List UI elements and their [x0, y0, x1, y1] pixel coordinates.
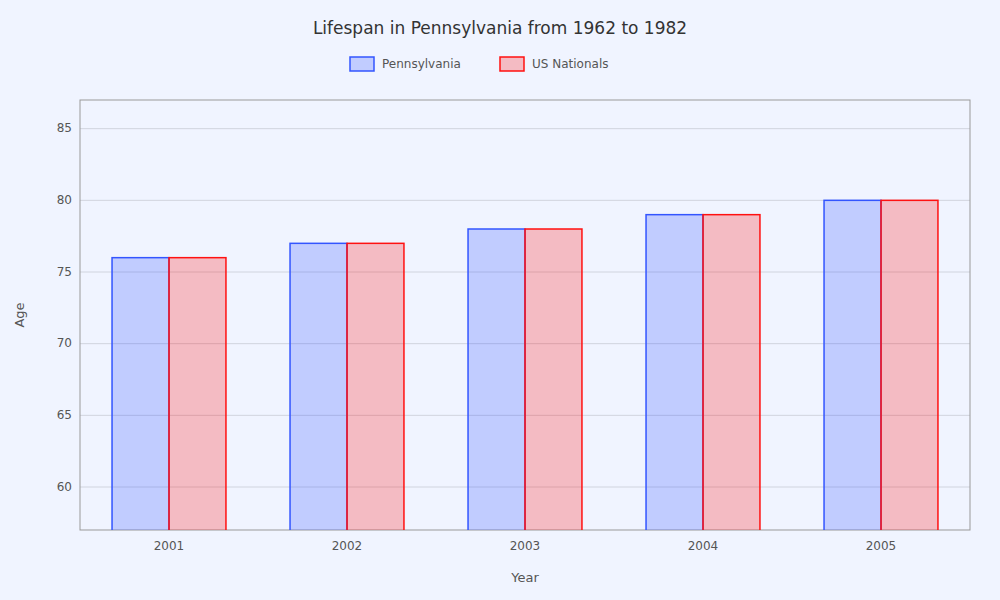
bar	[525, 229, 582, 530]
legend-label: US Nationals	[532, 57, 608, 71]
y-tick-label: 65	[57, 408, 72, 422]
chart-svg: 60 65 70 75 80 85 2001 2002 2003 2004 2005 Year Age L…	[0, 0, 1000, 600]
y-tick-label: 70	[57, 336, 72, 350]
bar	[468, 229, 525, 530]
grid-line	[80, 128, 970, 129]
bar	[646, 215, 703, 530]
legend-swatch	[500, 57, 524, 71]
x-tick-label: 2004	[688, 539, 719, 553]
chart-container: 60 65 70 75 80 85 2001 2002 2003 2004 2005 Year Age L…	[0, 0, 1000, 600]
y-tick-label: 60	[57, 480, 72, 494]
y-tick-label: 75	[57, 265, 72, 279]
bar	[169, 258, 226, 530]
bar	[347, 243, 404, 530]
x-tick-label: 2001	[154, 539, 185, 553]
y-axis-label: Age	[12, 302, 27, 327]
page: {"chart_data": {"type": "bar", "title": …	[0, 0, 1000, 600]
y-tick-label: 80	[57, 193, 72, 207]
bar	[290, 243, 347, 530]
x-tick-label: 2005	[866, 539, 897, 553]
y-tick-label: 85	[57, 121, 72, 135]
bars	[112, 200, 938, 530]
legend: Pennsylvania US Nationals	[350, 57, 608, 72]
bar	[824, 200, 881, 530]
bar	[112, 258, 169, 530]
x-tick-label: 2003	[510, 539, 541, 553]
x-tick-label: 2002	[332, 539, 363, 553]
x-axis-label: Year	[510, 570, 539, 585]
bar	[881, 200, 938, 530]
bar	[703, 215, 760, 530]
legend-label: Pennsylvania	[382, 57, 461, 71]
title: Lifespan in Pennsylvania from 1962 to 19…	[313, 18, 687, 38]
legend-swatch	[350, 57, 374, 71]
